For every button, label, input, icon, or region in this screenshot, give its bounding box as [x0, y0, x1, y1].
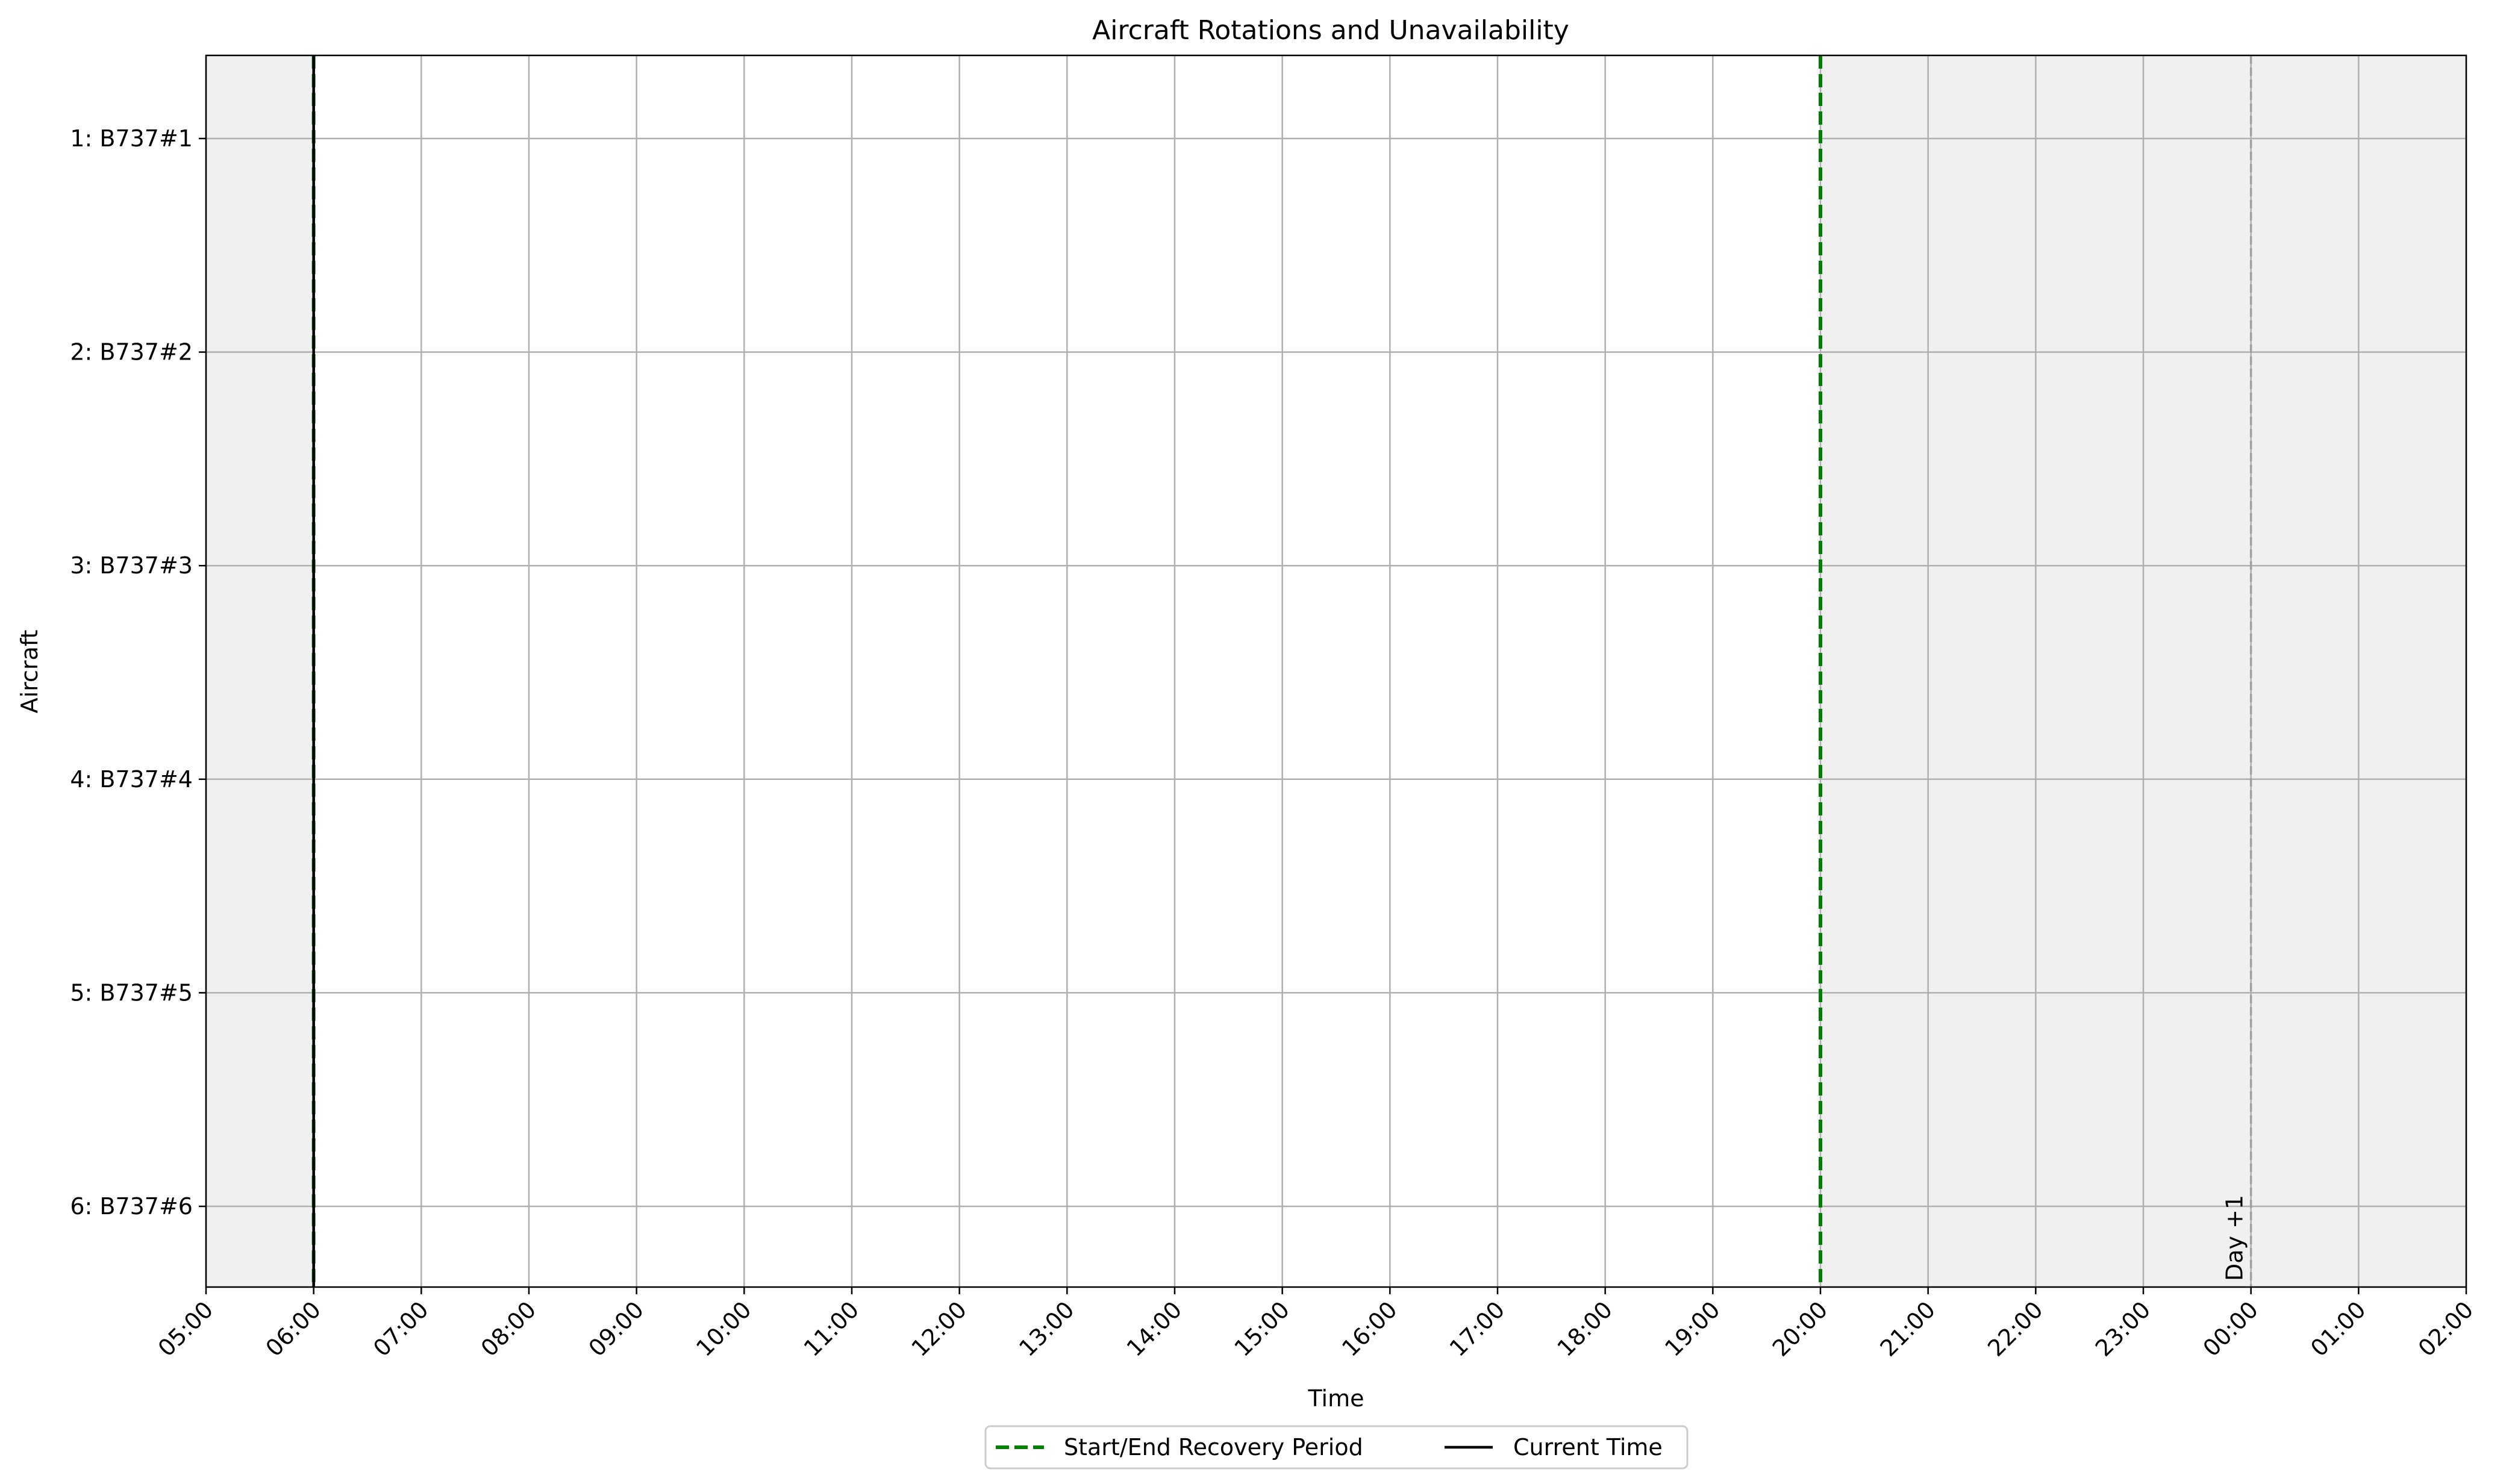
x-tick-label: 05:00	[153, 1296, 219, 1362]
unavailable-shading-before-recovery	[206, 55, 314, 1287]
grid	[205, 55, 2467, 1287]
x-tick-label: 02:00	[2413, 1296, 2479, 1362]
x-tick-label: 11:00	[799, 1296, 864, 1362]
y-axis-label: Aircraft	[16, 630, 43, 714]
x-tick-label: 08:00	[476, 1296, 542, 1362]
x-axis: 05:00 06:00 07:00 08:00 09:00 10:00 11:00 12:00…	[153, 1287, 2479, 1362]
x-tick-label: 10:00	[691, 1296, 757, 1362]
x-tick-label: 18:00	[1552, 1296, 1617, 1362]
x-tick-label: 16:00	[1337, 1296, 1402, 1362]
x-tick-label: 07:00	[368, 1296, 434, 1362]
x-tick-label: 23:00	[2090, 1296, 2156, 1362]
x-tick-label: 12:00	[906, 1296, 972, 1362]
day-boundary-label: Day +1	[2222, 1195, 2248, 1281]
y-tick-label: 2: B737#2	[70, 339, 193, 366]
legend-current-time-label: Current Time	[1513, 1434, 1663, 1461]
legend-box	[984, 1425, 1689, 1470]
y-tick-label: 5: B737#5	[70, 979, 193, 1006]
x-tick-label: 00:00	[2198, 1296, 2263, 1362]
x-tick-label: 09:00	[583, 1296, 649, 1362]
x-tick-label: 20:00	[1767, 1296, 1833, 1362]
plot-frame	[205, 54, 2467, 1288]
plot-area: Day +1	[205, 54, 2467, 1288]
y-tick-label: 6: B737#6	[70, 1193, 193, 1220]
x-tick-label: 14:00	[1122, 1296, 1187, 1362]
x-tick-label: 13:00	[1014, 1296, 1079, 1362]
x-tick-label: 17:00	[1445, 1296, 1510, 1362]
x-tick-label: 06:00	[260, 1296, 326, 1362]
x-tick-label: 19:00	[1660, 1296, 1725, 1362]
x-tick-label: 15:00	[1229, 1296, 1295, 1362]
x-tick-label: 21:00	[1875, 1296, 1940, 1362]
x-tick-label: 22:00	[1982, 1296, 2048, 1362]
y-axis: 1: B737#1 2: B737#2 3: B737#3 4: B737#4 5: B…	[70, 125, 206, 1220]
legend-recovery-label: Start/End Recovery Period	[1064, 1434, 1363, 1461]
x-tick-label: 01:00	[2305, 1296, 2371, 1362]
x-axis-label: Time	[1308, 1385, 1364, 1412]
chart-title: Aircraft Rotations and Unavailability	[1092, 15, 1569, 46]
y-tick-label: 3: B737#3	[70, 552, 193, 579]
y-tick-label: 1: B737#1	[70, 125, 193, 152]
legend: Start/End Recovery Period Current Time	[984, 1425, 1689, 1470]
y-tick-label: 4: B737#4	[70, 766, 193, 793]
